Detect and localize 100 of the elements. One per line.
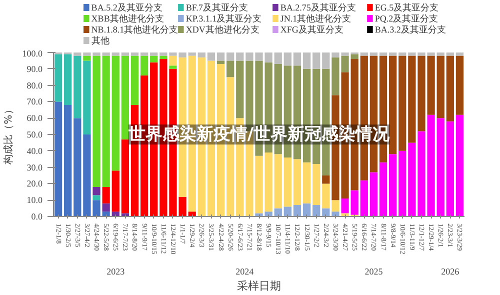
bar bbox=[216, 60, 225, 64]
bar bbox=[169, 66, 177, 69]
bar bbox=[398, 150, 406, 216]
legend-label: 其他 bbox=[91, 36, 110, 46]
bar bbox=[64, 54, 72, 105]
bar bbox=[226, 60, 234, 78]
bar bbox=[54, 102, 62, 216]
bar bbox=[341, 198, 349, 214]
bar bbox=[130, 56, 139, 105]
bar bbox=[388, 52, 397, 56]
bar bbox=[332, 200, 340, 212]
bar bbox=[293, 52, 302, 66]
bar bbox=[332, 212, 340, 216]
bar bbox=[398, 56, 406, 151]
bar bbox=[312, 52, 320, 69]
bar bbox=[216, 52, 225, 61]
legend-label: NB.1.8.1其他进化分支 bbox=[91, 24, 178, 34]
bar bbox=[83, 60, 91, 134]
bar bbox=[130, 52, 139, 56]
bar bbox=[436, 52, 444, 56]
bar bbox=[341, 213, 349, 216]
bar bbox=[379, 162, 388, 216]
bar bbox=[312, 205, 320, 216]
bar bbox=[456, 56, 464, 115]
bar bbox=[312, 164, 320, 206]
text: 2024 bbox=[236, 266, 254, 276]
legend-label: JN.1其他进化分支 bbox=[280, 14, 352, 24]
legend-label: KP.3.1.1及其亚分支 bbox=[186, 14, 262, 24]
bar bbox=[322, 184, 330, 208]
y-tick-label: 80.0 bbox=[26, 80, 43, 90]
y-tick-label: 20.0 bbox=[26, 178, 43, 189]
bar bbox=[446, 121, 454, 216]
bar bbox=[112, 170, 120, 212]
bar bbox=[150, 52, 158, 56]
bar bbox=[360, 180, 368, 216]
bar bbox=[274, 154, 282, 208]
y-tick-label: 60.0 bbox=[26, 113, 43, 124]
bar bbox=[112, 56, 120, 171]
y-tick-label: 10.0 bbox=[26, 195, 43, 206]
bar bbox=[121, 56, 130, 140]
bar bbox=[236, 52, 244, 61]
bar bbox=[284, 52, 292, 66]
bar bbox=[198, 52, 206, 58]
legend-label: XDV其他进化分支 bbox=[186, 24, 260, 34]
bar bbox=[350, 190, 358, 215]
bar bbox=[284, 206, 292, 216]
bar bbox=[188, 52, 196, 56]
legend-label: BA.3.2及其亚分支 bbox=[374, 24, 446, 34]
legend-label: EG.5及其亚分支 bbox=[374, 2, 439, 12]
bar bbox=[456, 52, 464, 56]
bar bbox=[436, 56, 444, 118]
bar bbox=[436, 118, 444, 216]
bar bbox=[140, 52, 148, 56]
bar bbox=[388, 56, 397, 154]
bar bbox=[112, 52, 120, 56]
legend-label: BA.5.2及其亚分支 bbox=[91, 2, 162, 12]
bar bbox=[160, 56, 168, 60]
text: 2026 bbox=[441, 266, 460, 276]
bar bbox=[284, 157, 292, 207]
bar bbox=[140, 56, 148, 76]
bar bbox=[121, 52, 130, 56]
y-tick-label: 100.0 bbox=[22, 48, 43, 58]
bar bbox=[64, 104, 72, 216]
x-axis-title: 采样日期 bbox=[237, 280, 281, 292]
bar bbox=[322, 176, 330, 184]
text: 2025 bbox=[364, 266, 384, 276]
bar bbox=[293, 159, 302, 206]
bar bbox=[74, 52, 82, 56]
bar bbox=[92, 195, 100, 200]
bar bbox=[274, 52, 282, 64]
bar bbox=[102, 186, 110, 204]
bar bbox=[398, 52, 406, 56]
bar bbox=[160, 52, 168, 56]
bar bbox=[74, 118, 82, 216]
bar bbox=[150, 56, 158, 62]
y-tick-label: 40.0 bbox=[26, 146, 43, 156]
bar bbox=[121, 139, 130, 214]
text: 2023 bbox=[106, 266, 126, 276]
bar bbox=[446, 52, 454, 56]
text: 世界感染新疫情/世界新冠感染情况 bbox=[127, 124, 391, 144]
bar bbox=[302, 203, 311, 216]
y-tick-label: 0.0 bbox=[31, 212, 43, 222]
bar bbox=[92, 186, 100, 196]
bar bbox=[302, 162, 311, 204]
y-tick-label: 50.0 bbox=[26, 130, 43, 140]
y-tick-label: 90.0 bbox=[26, 64, 43, 74]
bar bbox=[388, 154, 397, 216]
bar bbox=[293, 205, 302, 216]
bar bbox=[360, 52, 368, 56]
bar bbox=[322, 52, 330, 69]
legend-label: PQ.2及其亚分支 bbox=[374, 14, 438, 24]
bar bbox=[102, 203, 110, 212]
y-tick-label: 30.0 bbox=[26, 162, 43, 172]
bar bbox=[236, 60, 244, 118]
bar bbox=[74, 56, 82, 118]
legend-label: BF.7及其亚分支 bbox=[186, 2, 248, 12]
bar bbox=[370, 52, 378, 56]
bar bbox=[370, 172, 378, 216]
bar bbox=[54, 54, 62, 102]
legend-label: BA.2.75及其亚分支 bbox=[280, 2, 356, 12]
